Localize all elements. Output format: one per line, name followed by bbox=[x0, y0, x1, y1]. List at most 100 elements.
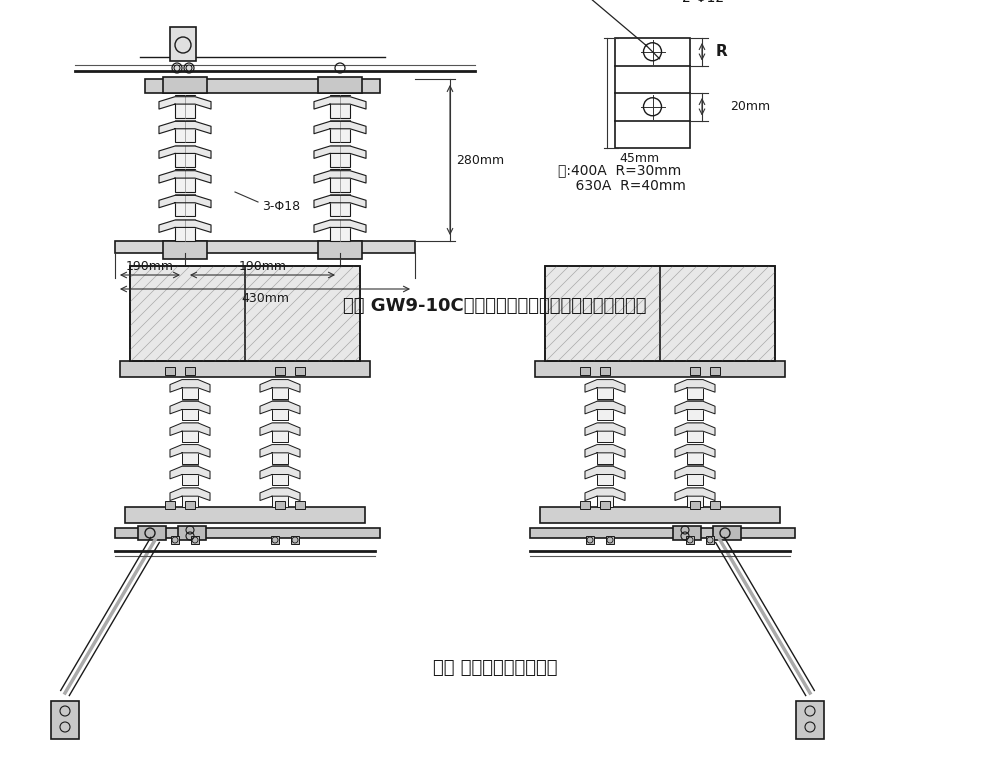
Bar bbox=[271, 536, 279, 544]
Bar bbox=[175, 145, 195, 167]
Bar bbox=[115, 528, 380, 538]
Bar bbox=[125, 507, 365, 523]
Bar bbox=[295, 367, 305, 375]
Polygon shape bbox=[170, 466, 210, 478]
Text: 图三 GW9-10C型隔离开关的外型、安装尺寸及接线图: 图三 GW9-10C型隔离开关的外型、安装尺寸及接线图 bbox=[344, 297, 646, 315]
Polygon shape bbox=[159, 220, 211, 233]
Bar bbox=[170, 27, 196, 61]
Bar bbox=[597, 422, 613, 442]
Bar bbox=[318, 77, 362, 93]
Text: 430mm: 430mm bbox=[241, 293, 289, 306]
Bar bbox=[690, 501, 700, 509]
Polygon shape bbox=[585, 466, 625, 478]
Polygon shape bbox=[585, 401, 625, 414]
Bar bbox=[163, 77, 207, 93]
Bar bbox=[710, 501, 720, 509]
Bar bbox=[145, 79, 380, 93]
Bar bbox=[615, 38, 690, 148]
Text: 2-Φ12: 2-Φ12 bbox=[682, 0, 724, 5]
Text: 注:400A  R=30mm: 注:400A R=30mm bbox=[558, 163, 681, 177]
Bar bbox=[272, 422, 288, 442]
Polygon shape bbox=[170, 423, 210, 435]
Bar bbox=[580, 367, 590, 375]
Text: 图四 隔离开关的安装方式: 图四 隔离开关的安装方式 bbox=[433, 659, 557, 677]
Bar bbox=[175, 95, 195, 118]
Bar bbox=[182, 422, 198, 442]
Bar bbox=[586, 536, 594, 544]
Polygon shape bbox=[314, 121, 366, 134]
Bar bbox=[51, 701, 79, 739]
Bar bbox=[178, 526, 206, 540]
Bar bbox=[535, 361, 785, 377]
Bar bbox=[687, 465, 703, 485]
Bar bbox=[330, 120, 350, 142]
Bar bbox=[796, 701, 824, 739]
Polygon shape bbox=[675, 379, 715, 392]
Bar bbox=[120, 361, 370, 377]
Bar bbox=[272, 487, 288, 507]
Polygon shape bbox=[159, 170, 211, 183]
Polygon shape bbox=[170, 445, 210, 457]
Bar bbox=[597, 400, 613, 420]
Bar bbox=[690, 367, 700, 375]
Polygon shape bbox=[675, 488, 715, 501]
Polygon shape bbox=[675, 423, 715, 435]
Bar bbox=[597, 465, 613, 485]
Text: 190mm: 190mm bbox=[126, 260, 174, 273]
Bar bbox=[706, 536, 714, 544]
Bar bbox=[175, 219, 195, 241]
Bar bbox=[130, 266, 360, 361]
Bar bbox=[185, 501, 195, 509]
Circle shape bbox=[186, 65, 192, 71]
Bar bbox=[606, 536, 614, 544]
Bar bbox=[687, 444, 703, 464]
Bar bbox=[540, 507, 780, 523]
Bar bbox=[175, 120, 195, 142]
Bar bbox=[597, 379, 613, 399]
Bar bbox=[687, 422, 703, 442]
Bar bbox=[182, 400, 198, 420]
Polygon shape bbox=[585, 379, 625, 392]
Polygon shape bbox=[260, 379, 300, 392]
Bar bbox=[175, 170, 195, 192]
Bar bbox=[182, 465, 198, 485]
Polygon shape bbox=[675, 401, 715, 414]
Polygon shape bbox=[585, 445, 625, 457]
Bar bbox=[295, 501, 305, 509]
Bar bbox=[545, 266, 775, 361]
Bar bbox=[330, 170, 350, 192]
Bar bbox=[545, 266, 775, 361]
Bar bbox=[272, 444, 288, 464]
Bar bbox=[182, 487, 198, 507]
Bar bbox=[275, 501, 285, 509]
Bar bbox=[318, 241, 362, 259]
Polygon shape bbox=[260, 488, 300, 501]
Bar bbox=[330, 194, 350, 217]
Bar bbox=[530, 528, 795, 538]
Polygon shape bbox=[675, 445, 715, 457]
Text: 3-Φ18: 3-Φ18 bbox=[262, 200, 300, 213]
Bar bbox=[130, 266, 360, 361]
Bar bbox=[330, 219, 350, 241]
Polygon shape bbox=[159, 121, 211, 134]
Polygon shape bbox=[314, 97, 366, 109]
Bar bbox=[191, 536, 199, 544]
Bar bbox=[600, 501, 610, 509]
Text: R: R bbox=[716, 45, 728, 59]
Bar bbox=[330, 95, 350, 118]
Bar bbox=[687, 379, 703, 399]
Text: 630A  R=40mm: 630A R=40mm bbox=[558, 179, 686, 193]
Polygon shape bbox=[314, 220, 366, 233]
Bar bbox=[597, 487, 613, 507]
Bar bbox=[713, 526, 741, 540]
Bar bbox=[163, 241, 207, 259]
Polygon shape bbox=[170, 401, 210, 414]
Polygon shape bbox=[159, 97, 211, 109]
Bar bbox=[272, 379, 288, 399]
Bar bbox=[138, 526, 166, 540]
Text: 190mm: 190mm bbox=[239, 260, 286, 273]
Polygon shape bbox=[260, 466, 300, 478]
Polygon shape bbox=[159, 146, 211, 158]
Polygon shape bbox=[314, 195, 366, 207]
Bar bbox=[710, 367, 720, 375]
